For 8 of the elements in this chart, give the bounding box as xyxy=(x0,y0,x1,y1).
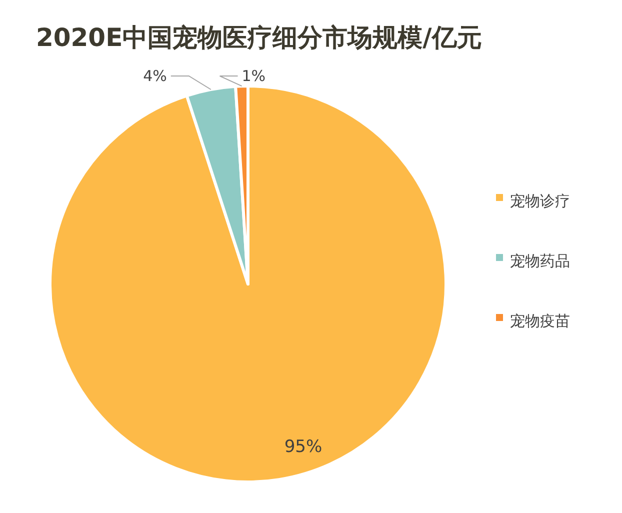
data-label: 1% xyxy=(242,67,266,85)
chart-title: 2020E中国宠物医疗细分市场规模/亿元 xyxy=(36,23,482,52)
legend-label: 宠物诊疗 xyxy=(510,192,570,210)
legend-label: 宠物药品 xyxy=(510,252,570,270)
data-label: 95% xyxy=(284,437,322,458)
pie-slice xyxy=(48,84,448,484)
data-label: 4% xyxy=(143,67,167,85)
legend-label: 宠物疫苗 xyxy=(510,312,570,330)
